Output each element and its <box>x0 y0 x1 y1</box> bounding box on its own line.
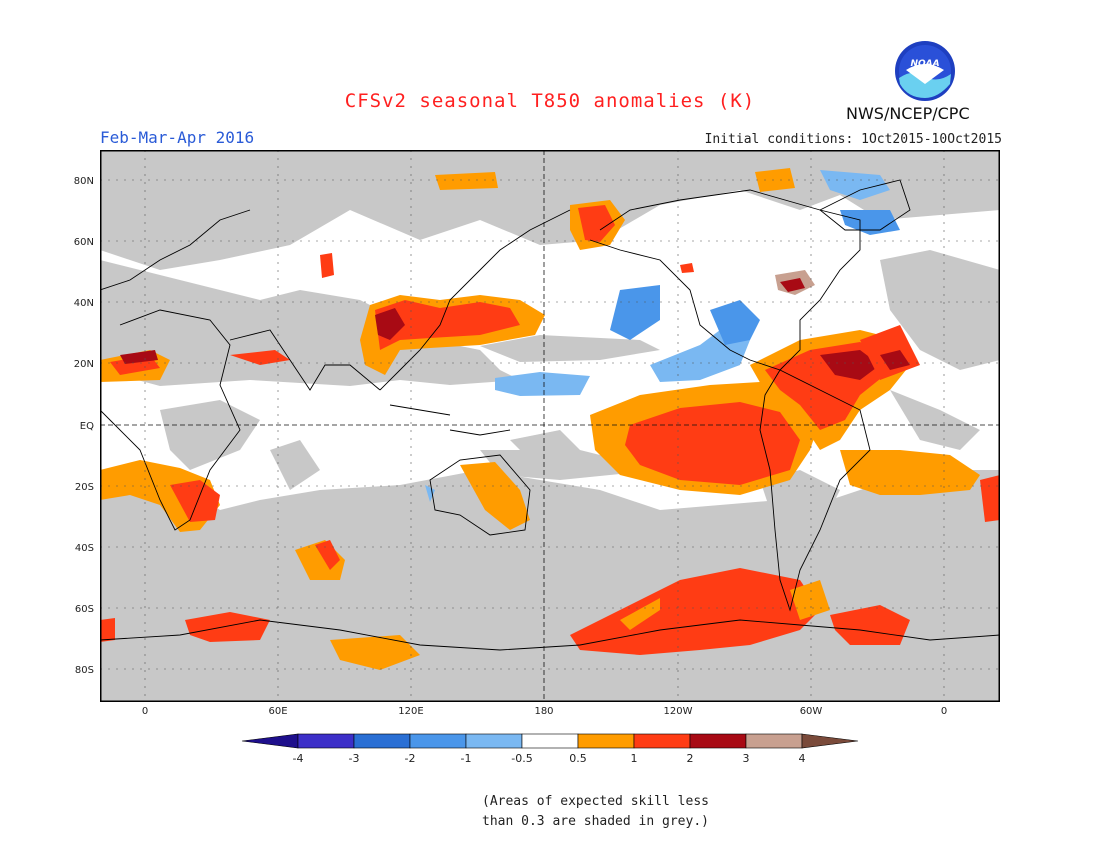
footnote-line: (Areas of expected skill less <box>482 794 709 809</box>
colorbar-swatch <box>409 733 467 749</box>
lat-label: 40S <box>75 543 94 554</box>
lat-label: 80S <box>75 665 94 676</box>
colorbar-label: -2 <box>405 752 416 765</box>
colorbar-label: 3 <box>743 752 750 765</box>
colorbar-swatches <box>241 733 859 749</box>
lat-label: 60N <box>74 237 94 248</box>
colorbar-swatch <box>297 733 355 749</box>
colorbar-labels: -4 -3 -2 -1 -0.5 0.5 1 2 3 4 <box>293 752 806 765</box>
colorbar: -4 -3 -2 -1 -0.5 0.5 1 2 3 4 <box>241 733 859 765</box>
colorbar-swatch <box>521 733 579 749</box>
colorbar-swatch <box>633 733 691 749</box>
longitude-axis: 0 60E 120E 180 120W 60W 0 <box>142 706 947 717</box>
footnote: (Areas of expected skill less than 0.3 a… <box>482 792 742 832</box>
lat-label: EQ <box>80 421 94 432</box>
colorbar-label: -4 <box>293 752 304 765</box>
coastlines <box>100 179 1000 651</box>
colorbar-swatch <box>241 733 299 749</box>
colorbar-label: 2 <box>687 752 694 765</box>
colorbar-label: 0.5 <box>569 752 587 765</box>
lat-label: 20S <box>75 482 94 493</box>
colorbar-label: 1 <box>631 752 638 765</box>
colorbar-label: -3 <box>349 752 360 765</box>
lat-label: 20N <box>74 359 94 370</box>
anomaly-map <box>100 150 1000 702</box>
colorbar-swatch <box>801 733 859 749</box>
initial-conditions-label: Initial conditions: 1Oct2015-10Oct2015 <box>704 132 1002 147</box>
lat-label: 80N <box>74 176 94 187</box>
lon-label: 0 <box>941 706 947 717</box>
lat-label: 40N <box>74 298 94 309</box>
season-label: Feb-Mar-Apr 2016 <box>100 128 255 147</box>
colorbar-swatch <box>353 733 411 749</box>
colorbar-label: -0.5 <box>511 752 532 765</box>
colorbar-label: -1 <box>461 752 472 765</box>
grid-lines <box>100 150 1000 702</box>
latitude-axis: 80N 60N 40N 20N EQ 20S 40S 60S 80S <box>74 176 94 676</box>
lon-label: 120W <box>664 706 693 717</box>
negative-anomalies <box>425 170 900 502</box>
colorbar-swatch <box>689 733 747 749</box>
lat-label: 60S <box>75 604 94 615</box>
equator-dateline <box>100 150 1000 702</box>
colorbar-swatch <box>465 733 523 749</box>
colorbar-label: 4 <box>799 752 806 765</box>
colorbar-swatch <box>577 733 635 749</box>
lon-label: 0 <box>142 706 148 717</box>
footnote-line: than 0.3 are shaded in grey.) <box>482 814 709 829</box>
colorbar-swatch <box>745 733 803 749</box>
lon-label: 180 <box>534 706 553 717</box>
map-frame <box>100 150 1000 702</box>
lon-label: 120E <box>398 706 423 717</box>
agency-label: NWS/NCEP/CPC <box>846 104 970 123</box>
chart-title: CFSv2 seasonal T850 anomalies (K) <box>344 90 756 112</box>
noaa-logo: NOAA <box>895 41 955 101</box>
lon-label: 60W <box>800 706 823 717</box>
svg-text:NOAA: NOAA <box>910 59 939 69</box>
lon-label: 60E <box>268 706 287 717</box>
